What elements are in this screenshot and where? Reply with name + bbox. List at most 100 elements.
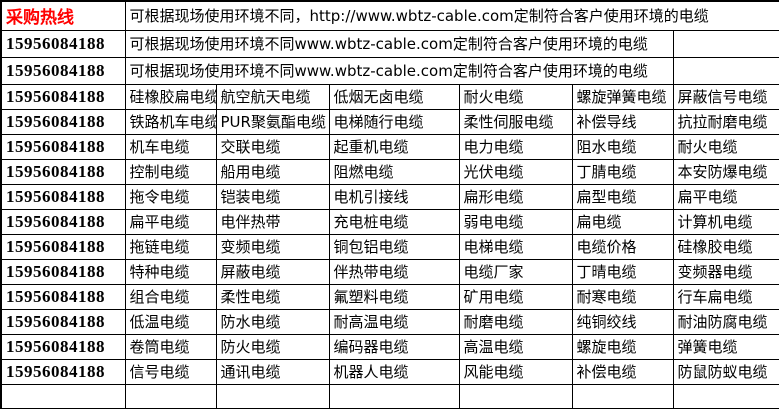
banner-row: 15956084188 可根据现场使用环境不同www.wbtz-cable.co… (0, 56, 779, 85)
keyword-link[interactable]: 丁腈电缆 (571, 158, 674, 185)
keyword-link[interactable]: 阻燃电缆 (328, 158, 460, 185)
banner-text-row1: 可根据现场使用环境不同，http://www.wbtz-cable.com定制符… (124, 0, 779, 31)
keyword-link[interactable]: 计算机电缆 (672, 208, 779, 235)
keyword-link[interactable]: 防水电缆 (215, 308, 330, 335)
keyword-link[interactable]: 螺旋电缆 (571, 333, 674, 360)
hotline-row: 采购热线 可根据现场使用环境不同，http://www.wbtz-cable.c… (0, 0, 779, 31)
keyword-link[interactable]: 屏蔽电缆 (215, 258, 330, 285)
keyword-link[interactable]: 扁形电缆 (458, 183, 573, 210)
keyword-link[interactable]: 变频电缆 (215, 233, 330, 260)
table-row: 15956084188 特种电缆 屏蔽电缆 伴热带电缆 电缆厂家 丁晴电缆 变频器电缆 (0, 258, 779, 285)
keyword-link[interactable]: 行车扁电缆 (672, 283, 779, 310)
keyword-link[interactable]: 拖链电缆 (124, 233, 217, 260)
keyword-link[interactable]: 船用电缆 (215, 158, 330, 185)
keyword-link[interactable]: 耐火电缆 (672, 133, 779, 160)
keyword-link[interactable]: 电伴热带 (215, 208, 330, 235)
keyword-link[interactable]: 丁晴电缆 (571, 258, 674, 285)
keyword-link[interactable]: 特种电缆 (124, 258, 217, 285)
table-row: 15956084188 卷筒电缆 防火电缆 编码器电缆 高温电缆 螺旋电缆 弹簧电缆 (0, 333, 779, 360)
keyword-link[interactable]: 高温电缆 (458, 333, 573, 360)
phone-cell: 15956084188 (0, 133, 126, 160)
keyword-link[interactable]: 机器人电缆 (328, 358, 460, 385)
keyword-link[interactable]: 铠装电缆 (215, 183, 330, 210)
keyword-link[interactable]: 补偿导线 (571, 108, 674, 135)
keyword-link[interactable]: 起重机电缆 (328, 133, 460, 160)
keyword-link[interactable]: 耐高温电缆 (328, 308, 460, 335)
keyword-link[interactable]: 航空航天电缆 (215, 83, 330, 110)
keyword-link[interactable]: 交联电缆 (215, 133, 330, 160)
keyword-link[interactable]: 耐火电缆 (458, 83, 573, 110)
phone-cell: 15956084188 (0, 56, 126, 85)
keyword-link[interactable]: 低烟无卤电缆 (328, 83, 460, 110)
keyword-link[interactable]: 控制电缆 (124, 158, 217, 185)
phone-cell: 15956084188 (0, 83, 126, 110)
empty-row (0, 383, 779, 409)
keyword-link[interactable]: 通讯电缆 (215, 358, 330, 385)
keyword-link[interactable]: 组合电缆 (124, 283, 217, 310)
keyword-link[interactable]: 弹簧电缆 (672, 333, 779, 360)
phone-cell: 15956084188 (0, 358, 126, 385)
keyword-link[interactable]: 屏蔽信号电缆 (672, 83, 779, 110)
keyword-link[interactable]: 抗拉耐磨电缆 (672, 108, 779, 135)
keyword-link[interactable]: 阻水电缆 (571, 133, 674, 160)
banner-text-row3: 可根据现场使用环境不同www.wbtz-cable.com定制符合客户使用环境的… (124, 56, 674, 85)
empty-cell (571, 383, 674, 409)
keyword-link[interactable]: 扁电缆 (571, 208, 674, 235)
empty-cell (672, 29, 779, 58)
table-row: 15956084188 控制电缆 船用电缆 阻燃电缆 光伏电缆 丁腈电缆 本安防爆电缆 (0, 158, 779, 185)
table-row: 15956084188 铁路机车电缆 PUR聚氨酯电缆 电梯随行电缆 柔性伺服电缆 补偿导… (0, 108, 779, 135)
keyword-link[interactable]: 扁型电缆 (571, 183, 674, 210)
keyword-link[interactable]: 风能电缆 (458, 358, 573, 385)
phone-cell: 15956084188 (0, 233, 126, 260)
keyword-link[interactable]: 光伏电缆 (458, 158, 573, 185)
hotline-label: 采购热线 (0, 0, 126, 31)
keyword-link[interactable]: 防火电缆 (215, 333, 330, 360)
empty-cell (0, 383, 126, 409)
keyword-link[interactable]: 扁平电缆 (672, 183, 779, 210)
keyword-link[interactable]: 铜包铝电缆 (328, 233, 460, 260)
table-row: 15956084188 机车电缆 交联电缆 起重机电缆 电力电缆 阻水电缆 耐火电缆 (0, 133, 779, 160)
keyword-link[interactable]: 电缆价格 (571, 233, 674, 260)
keyword-link[interactable]: 拖令电缆 (124, 183, 217, 210)
keyword-link[interactable]: 电力电缆 (458, 133, 573, 160)
keyword-link[interactable]: 柔性伺服电缆 (458, 108, 573, 135)
keyword-link[interactable]: 硅橡胶电缆 (672, 233, 779, 260)
phone-cell: 15956084188 (0, 333, 126, 360)
keyword-link[interactable]: 铁路机车电缆 (124, 108, 217, 135)
keyword-link[interactable]: 伴热带电缆 (328, 258, 460, 285)
keyword-link[interactable]: 硅橡胶扁电缆 (124, 83, 217, 110)
keyword-link[interactable]: 电梯随行电缆 (328, 108, 460, 135)
phone-cell: 15956084188 (0, 208, 126, 235)
keyword-link[interactable]: 编码器电缆 (328, 333, 460, 360)
keyword-link[interactable]: 充电桩电缆 (328, 208, 460, 235)
keyword-link[interactable]: 本安防爆电缆 (672, 158, 779, 185)
keyword-link[interactable]: 纯铜绞线 (571, 308, 674, 335)
keyword-link[interactable]: 氟塑料电缆 (328, 283, 460, 310)
phone-cell: 15956084188 (0, 108, 126, 135)
keyword-link[interactable]: 耐磨电缆 (458, 308, 573, 335)
table-row: 15956084188 信号电缆 通讯电缆 机器人电缆 风能电缆 补偿电缆 防鼠防蚁电缆 (0, 358, 779, 385)
keyword-link[interactable]: 电机引接线 (328, 183, 460, 210)
empty-cell (672, 383, 779, 409)
keyword-link[interactable]: 矿用电缆 (458, 283, 573, 310)
keyword-link[interactable]: 机车电缆 (124, 133, 217, 160)
keyword-link[interactable]: 卷筒电缆 (124, 333, 217, 360)
keyword-link[interactable]: 扁平电缆 (124, 208, 217, 235)
table-row: 15956084188 硅橡胶扁电缆 航空航天电缆 低烟无卤电缆 耐火电缆 螺旋弹簧电缆屏… (0, 83, 779, 110)
keyword-link[interactable]: 电缆厂家 (458, 258, 573, 285)
keyword-link[interactable]: 电梯电缆 (458, 233, 573, 260)
keyword-link[interactable]: 螺旋弹簧电缆 (571, 83, 674, 110)
keyword-link[interactable]: 变频器电缆 (672, 258, 779, 285)
keyword-link[interactable]: 低温电缆 (124, 308, 217, 335)
keyword-link[interactable]: 耐油防腐电缆 (672, 308, 779, 335)
keyword-link[interactable]: 防鼠防蚁电缆 (672, 358, 779, 385)
phone-cell: 15956084188 (0, 283, 126, 310)
table-row: 15956084188 低温电缆 防水电缆 耐高温电缆 耐磨电缆 纯铜绞线 耐油防腐电缆 (0, 308, 779, 335)
keyword-link[interactable]: 耐寒电缆 (571, 283, 674, 310)
keyword-link[interactable]: 信号电缆 (124, 358, 217, 385)
keyword-link[interactable]: 柔性电缆 (215, 283, 330, 310)
keyword-link[interactable]: 补偿电缆 (571, 358, 674, 385)
footer-rows (0, 383, 779, 409)
keyword-link[interactable]: 弱电电缆 (458, 208, 573, 235)
keyword-link[interactable]: PUR聚氨酯电缆 (215, 108, 330, 135)
